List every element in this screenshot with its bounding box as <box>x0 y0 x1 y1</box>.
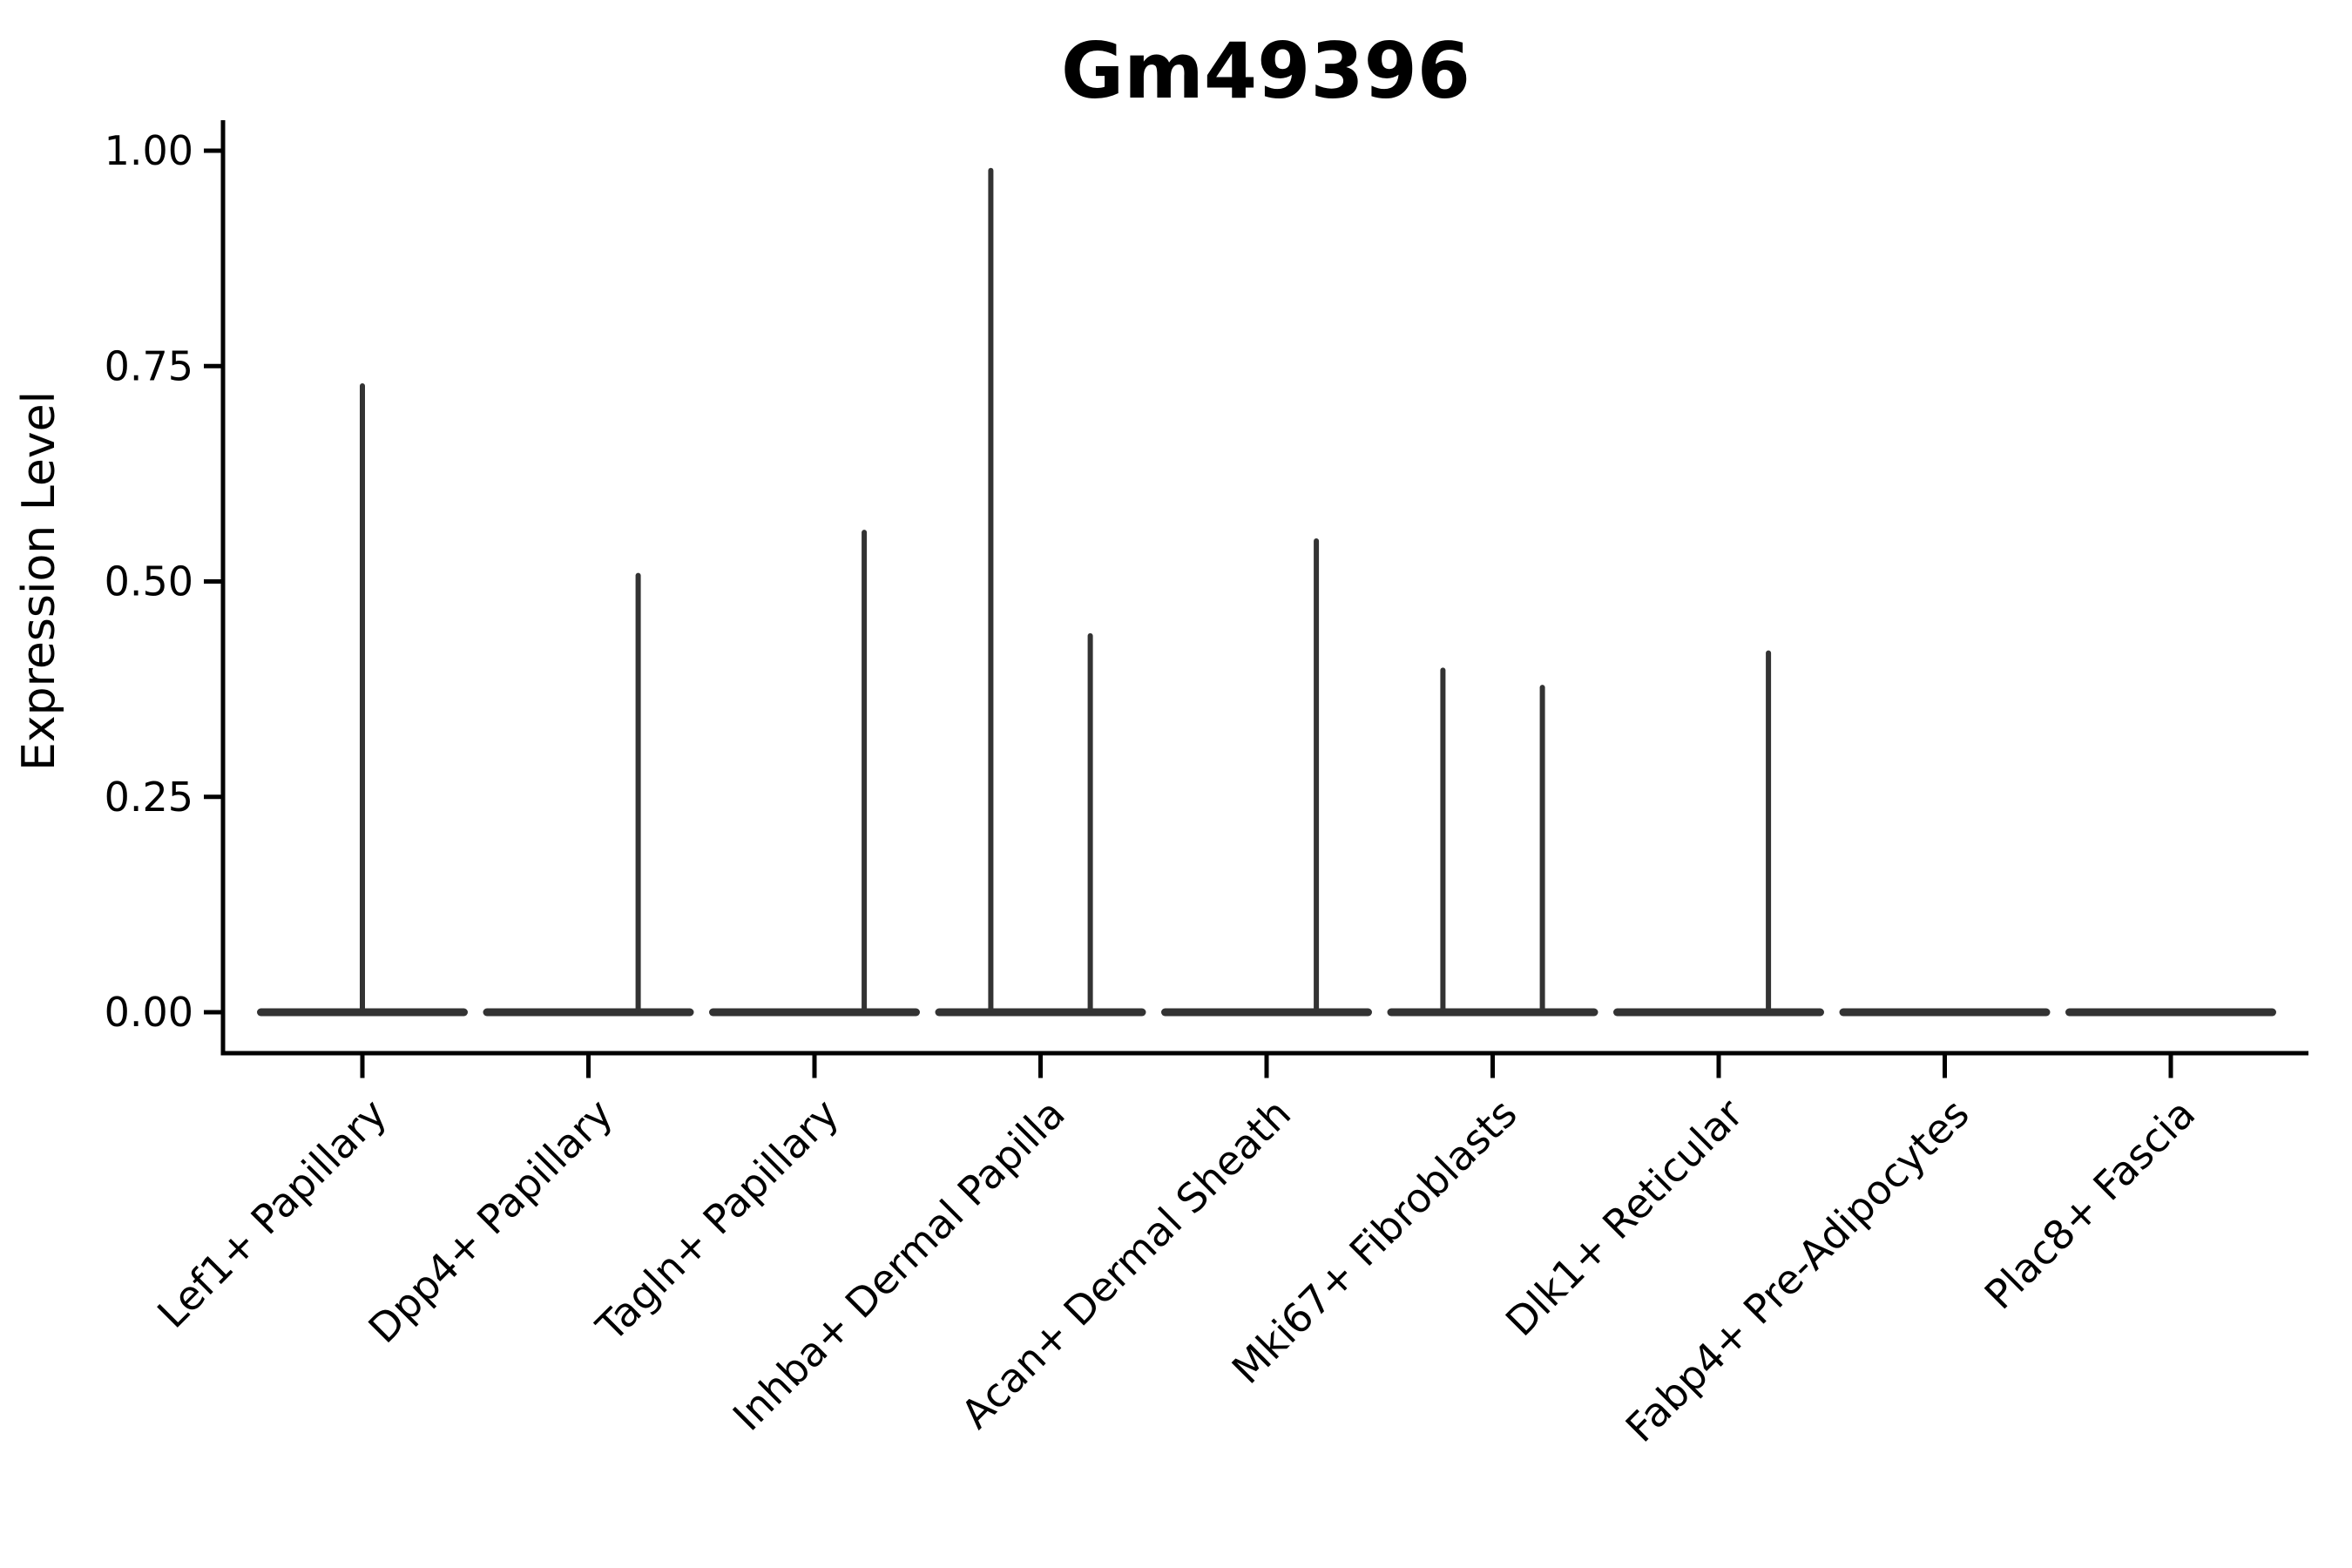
violin-base <box>1613 1008 1824 1017</box>
violin-spike <box>360 383 365 1012</box>
x-tick-label: Lef1+ Papillary <box>148 1090 395 1337</box>
axes: 0.00 0.25 0.50 0.75 1.00 Lef1+ PapillaryDpp4+… <box>105 120 2308 1451</box>
y-tick-label: 0.25 <box>105 774 193 821</box>
violin-base <box>2065 1008 2276 1017</box>
y-tick-label: 1.00 <box>105 127 193 174</box>
violin-base <box>709 1008 920 1017</box>
y-tick-label: 0.00 <box>105 989 193 1036</box>
violins <box>257 167 2276 1017</box>
violin-base <box>1387 1008 1598 1017</box>
x-tick-label: Dpp4+ Papillary <box>359 1090 621 1352</box>
y-axis-title: Expression Level <box>13 391 65 771</box>
violin-spike <box>862 530 868 1012</box>
violin-spike <box>635 572 641 1012</box>
violin-base <box>483 1008 694 1017</box>
y-tick-label: 0.50 <box>105 558 193 605</box>
x-tick-label: Tagln+ Papillary <box>587 1090 848 1351</box>
violin-spike <box>1440 667 1446 1012</box>
violin-spike <box>1539 685 1545 1012</box>
violin-base <box>1161 1008 1372 1017</box>
violin-spike <box>1314 538 1320 1012</box>
violin-spike <box>1087 632 1093 1012</box>
x-tick-label: Dlk1+ Reticular <box>1497 1090 1752 1345</box>
x-tick-label: Plac8+ Fascia <box>1976 1090 2204 1318</box>
y-tick-label: 0.75 <box>105 342 193 389</box>
plot-title: Gm49396 <box>1061 26 1470 116</box>
violin-base <box>1839 1008 2051 1017</box>
violin-base <box>935 1008 1146 1017</box>
violin-spike <box>988 167 994 1012</box>
violin-spike <box>1766 650 1772 1012</box>
